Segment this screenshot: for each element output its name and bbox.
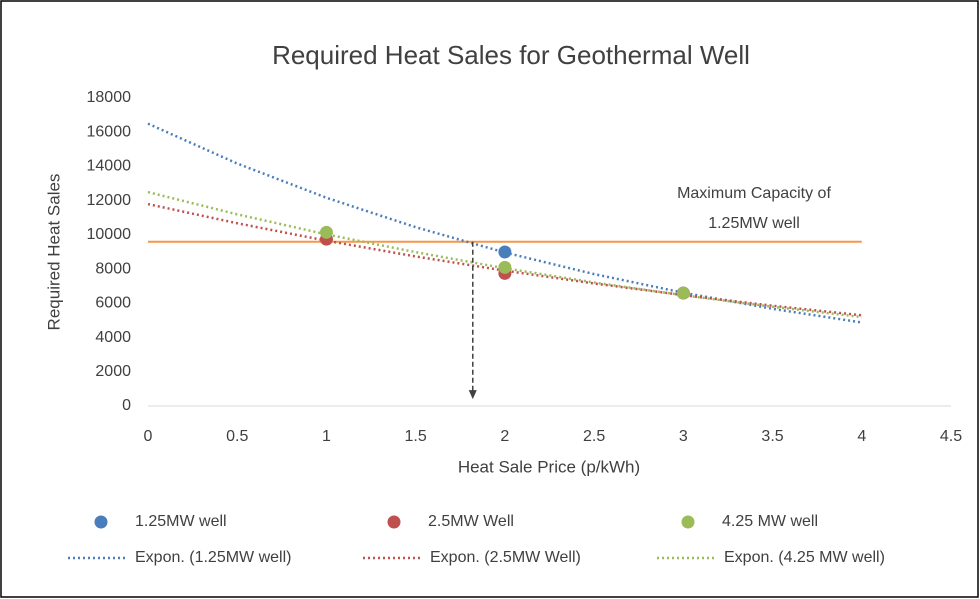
data-point	[319, 225, 333, 239]
y-tick-label: 18000	[87, 89, 132, 106]
annotation: Maximum Capacity of	[677, 185, 831, 202]
chart-title: Required Heat Sales for Geothermal Well	[272, 40, 750, 70]
legend-label: Expon. (1.25MW well)	[135, 549, 292, 566]
x-tick-label: 2	[500, 428, 509, 445]
y-tick-label: 8000	[95, 260, 131, 277]
legend-label: Expon. (4.25 MW well)	[724, 549, 885, 566]
x-tick-label: 1	[322, 428, 331, 445]
x-tick-label: 0	[144, 428, 153, 445]
legend-label: 2.5MW Well	[428, 513, 514, 530]
x-tick-label: 3	[679, 428, 688, 445]
x-tick-label: 4	[857, 428, 866, 445]
data-point	[498, 260, 512, 274]
y-tick-label: 6000	[95, 295, 131, 312]
x-tick-label: 3.5	[761, 428, 783, 445]
legend-label: 4.25 MW well	[722, 513, 818, 530]
y-tick-label: 0	[122, 397, 131, 414]
legend-marker	[387, 515, 401, 529]
y-tick-label: 10000	[87, 226, 132, 243]
x-tick-label: 4.5	[940, 428, 962, 445]
x-tick-label: 0.5	[226, 428, 248, 445]
legend-label: 1.25MW well	[135, 513, 227, 530]
y-tick-label: 4000	[95, 329, 131, 346]
y-tick-label: 12000	[87, 192, 132, 209]
y-tick-label: 2000	[95, 363, 131, 380]
legend-label: Expon. (2.5MW Well)	[430, 549, 581, 566]
x-tick-label: 2.5	[583, 428, 605, 445]
y-axis-label: Required Heat Sales	[44, 174, 63, 331]
legend-marker	[94, 515, 108, 529]
arrow-head	[468, 390, 477, 400]
x-axis-label: Heat Sale Price (p/kWh)	[458, 457, 640, 476]
y-tick-label: 14000	[87, 158, 132, 175]
trendline	[147, 202, 862, 317]
data-point	[676, 286, 690, 300]
x-tick-label: 1.5	[405, 428, 427, 445]
data-point	[498, 245, 512, 259]
annotation: 1.25MW well	[708, 215, 800, 232]
legend-marker	[681, 515, 695, 529]
y-tick-label: 16000	[87, 123, 132, 140]
